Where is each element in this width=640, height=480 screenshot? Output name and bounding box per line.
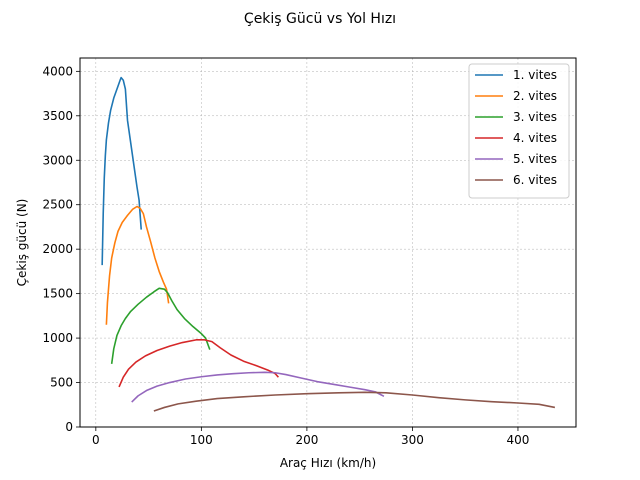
x-tick-label: 100 — [190, 433, 213, 447]
series-line-3 — [110, 287, 211, 364]
y-tick-label: 3500 — [42, 109, 73, 123]
legend-label-1: 1. vites — [513, 68, 557, 82]
legend-label-2: 2. vites — [513, 89, 557, 103]
y-tick-label: 500 — [50, 376, 73, 390]
series-line-5 — [131, 371, 385, 403]
ticks: 0 100 200 300 400050010001500200025003000350… — [42, 64, 529, 447]
legend: 1. vites 2. vites 3. vites 4. vites 5. vites… — [468, 63, 570, 199]
y-tick-label: 2000 — [42, 242, 73, 256]
series-line-6 — [153, 391, 556, 412]
series-line-1 — [101, 76, 143, 266]
series-line-2 — [105, 205, 170, 325]
plot-frame — [79, 57, 577, 428]
x-axis-label: Araç Hızı (km/h) — [280, 456, 376, 470]
x-tick-label: 400 — [507, 433, 530, 447]
legend-label-4: 4. vites — [513, 131, 557, 145]
legend-label-6: 6. vites — [513, 173, 557, 187]
series-layer — [101, 76, 556, 412]
y-tick-label: 1500 — [42, 287, 73, 301]
y-axis-label: Çekiş gücü (N) — [15, 199, 29, 287]
y-tick-label: 2500 — [42, 198, 73, 212]
legend-label-5: 5. vites — [513, 152, 557, 166]
legend-box — [468, 63, 570, 199]
x-tick-label: 200 — [295, 433, 318, 447]
series-line-4 — [118, 339, 279, 388]
y-tick-label: 0 — [65, 420, 73, 434]
y-tick-label: 4000 — [42, 64, 73, 78]
y-tick-label: 1000 — [42, 331, 73, 345]
legend-label-3: 3. vites — [513, 110, 557, 124]
x-tick-label: 300 — [401, 433, 424, 447]
x-tick-label: 0 — [92, 433, 100, 447]
y-tick-label: 3000 — [42, 153, 73, 167]
chart-title: Çekiş Gücü vs Yol Hızı — [244, 11, 396, 27]
